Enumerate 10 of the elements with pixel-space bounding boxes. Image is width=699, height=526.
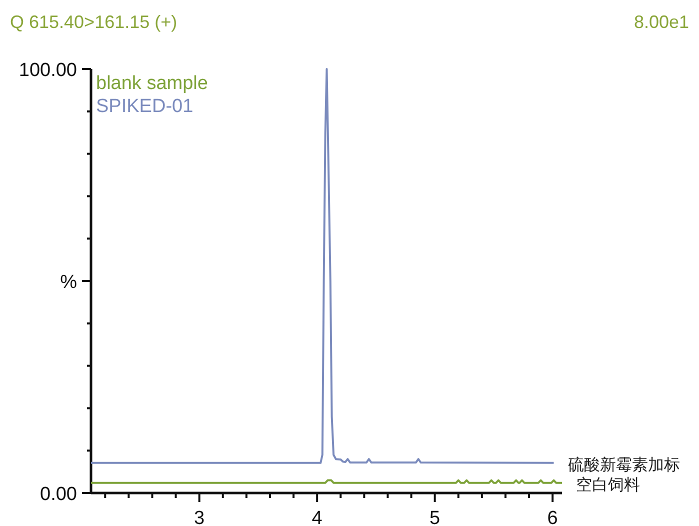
y-tick-label: %: [60, 272, 78, 293]
y-tick-label: 0.00: [40, 484, 77, 505]
y-tick-label: 100.00: [18, 60, 77, 81]
x-tick-label: 3: [194, 508, 205, 526]
x-tick-label: 4: [312, 508, 323, 526]
x-tick-label: 6: [547, 508, 558, 526]
x-tick-label: 5: [430, 508, 440, 526]
chart-title: Q 615.40>161.15 (+): [10, 12, 178, 32]
text: 8.00e1: [634, 12, 689, 32]
legend: blank sample SPIKED-01: [96, 73, 208, 117]
